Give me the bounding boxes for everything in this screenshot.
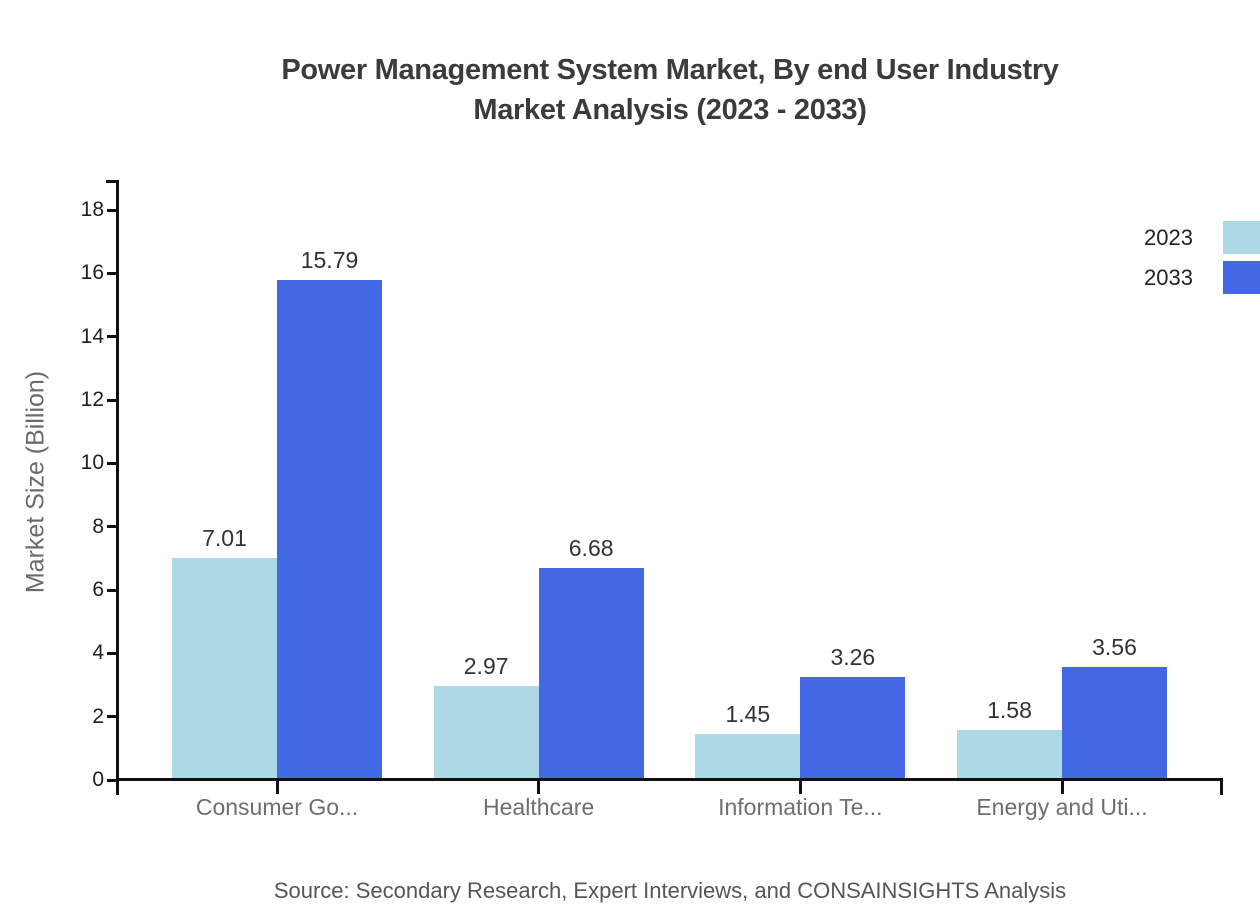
y-tick-label: 16 [80, 261, 104, 285]
y-tick [107, 588, 116, 592]
y-tick-label: 0 [92, 768, 104, 791]
bar-2033-healthcare [538, 568, 644, 778]
y-tick [107, 525, 116, 529]
y-tick [107, 778, 116, 782]
chart-title-line1: Power Management System Market, By end U… [281, 54, 1059, 86]
x-category-label-healthcare: Healthcare [483, 794, 595, 820]
y-tick-label: 8 [92, 514, 104, 538]
legend-item-2033[interactable]: 2033 [1144, 261, 1260, 294]
y-tick-label: 2 [92, 704, 104, 728]
bar-2023-energy-and-uti [957, 729, 1062, 778]
bar-2033-energy-and-uti [1062, 667, 1167, 778]
y-tick [107, 271, 116, 275]
y-axis-line [116, 180, 119, 795]
y-tick-label: 12 [80, 388, 104, 411]
y-tick-label: 18 [80, 198, 104, 221]
x-category-label-energy-and-uti: Energy and Uti... [976, 794, 1148, 820]
chart-title: Power Management System Market, By end U… [80, 50, 1260, 130]
y-tick [107, 398, 116, 402]
y-tick [107, 651, 116, 655]
y-tick-label: 14 [80, 324, 104, 348]
legend-label-2033: 2033 [1144, 264, 1193, 290]
x-tick [798, 781, 802, 794]
legend: 2023 2033 [1144, 221, 1260, 294]
x-category-label-consumer-go: Consumer Go... [195, 794, 359, 820]
bar-value-label: 1.45 [725, 701, 771, 728]
y-tick-label: 6 [92, 578, 104, 601]
legend-item-2023[interactable]: 2023 [1144, 221, 1260, 254]
chart-title-line2: Market Analysis (2023 - 2033) [473, 94, 867, 126]
bar-value-label: 1.58 [987, 696, 1032, 723]
y-tick-label: 10 [80, 451, 104, 475]
y-tick [107, 715, 116, 719]
source-text: Source: Secondary Research, Expert Inter… [273, 878, 1067, 903]
y-tick [107, 335, 116, 339]
bar-value-label: 6.68 [568, 535, 614, 562]
bar-value-label: 3.26 [830, 643, 876, 670]
x-tick [275, 781, 279, 794]
y-tick [107, 461, 116, 465]
y-axis-end-cap [106, 180, 119, 183]
y-tick-label: 4 [92, 641, 104, 665]
bar-value-label: 7.01 [202, 525, 247, 552]
x-tick [1060, 781, 1064, 794]
y-tick [107, 208, 116, 212]
legend-swatch-2023 [1223, 221, 1260, 254]
bar-2033-consumer-go [277, 279, 382, 778]
bar-2033-information-te [800, 676, 906, 778]
x-axis-end-cap [1220, 778, 1223, 795]
legend-swatch-2033 [1223, 261, 1260, 294]
x-tick [537, 781, 541, 794]
bar-value-label: 3.56 [1092, 634, 1137, 661]
x-category-label-information-te: Information Te... [718, 794, 883, 820]
bar-value-label: 15.79 [300, 246, 359, 273]
bar-2023-healthcare [433, 685, 539, 778]
bar-value-label: 2.97 [463, 652, 509, 679]
bar-2023-consumer-go [172, 558, 277, 778]
bar-2023-information-te [695, 734, 801, 778]
legend-label-2023: 2023 [1144, 224, 1193, 250]
x-axis-line [116, 778, 1223, 781]
